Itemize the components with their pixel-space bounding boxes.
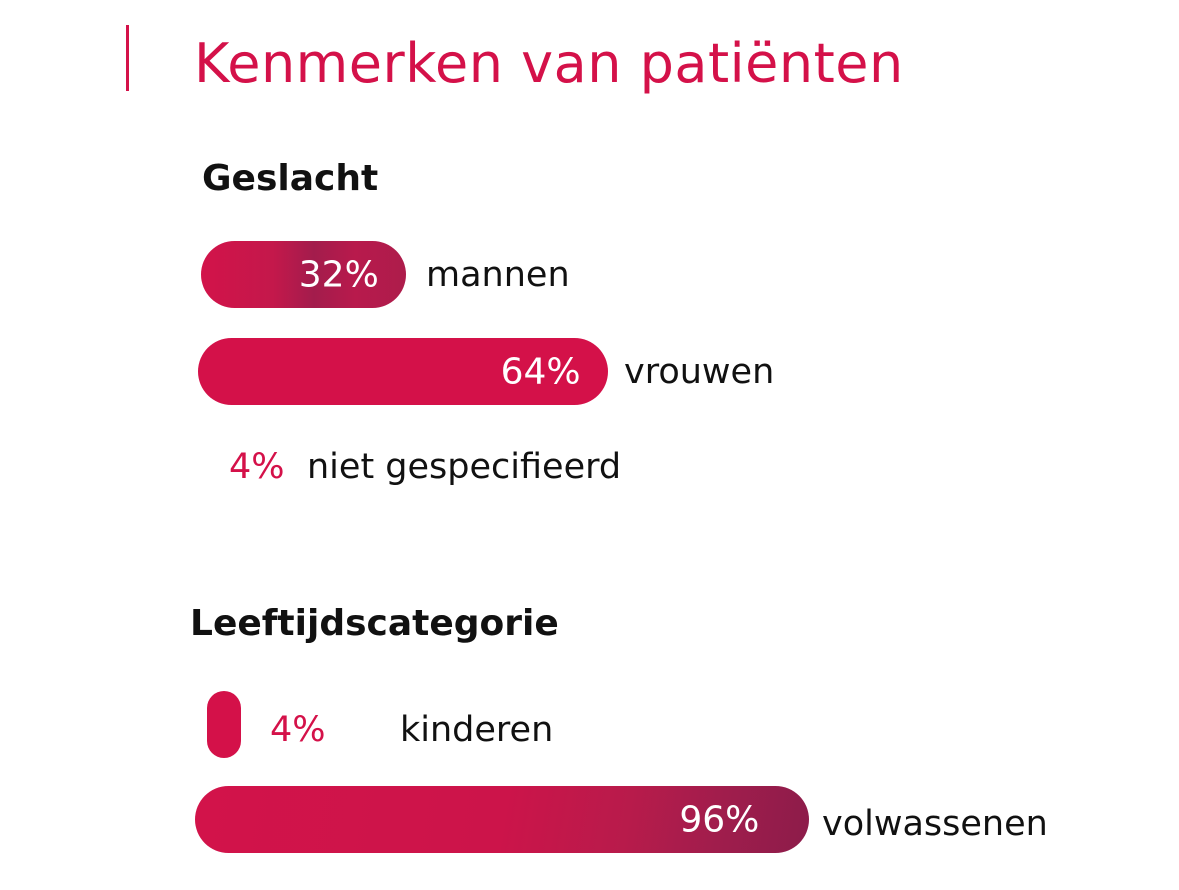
bar-value-label: 64%	[500, 351, 581, 392]
section-title-age: Leeftijdscategorie	[190, 603, 559, 644]
category-label-volwassenen: volwassenen	[822, 804, 1048, 844]
bar-kinderen	[207, 691, 241, 758]
section-title-gender: Geslacht	[202, 158, 379, 199]
category-label-kinderen: kinderen	[400, 710, 554, 750]
bar-mannen: 32%	[201, 241, 406, 308]
bar-value-label: 96%	[679, 799, 760, 840]
category-label-mannen: mannen	[426, 255, 570, 295]
bar-vrouwen: 64%	[198, 338, 608, 405]
value-label-niet-gespecifieerd: 4%	[229, 447, 285, 487]
bar-volwassenen: 96%	[195, 786, 810, 853]
bar-value-label: 32%	[298, 254, 379, 295]
category-label-vrouwen: vrouwen	[624, 352, 775, 392]
page-title: Kenmerken van patiënten	[194, 32, 904, 95]
category-label-niet-gespecifieerd: niet gespecifieerd	[307, 447, 622, 487]
accent-divider	[126, 25, 129, 91]
value-label-kinderen: 4%	[270, 710, 326, 750]
